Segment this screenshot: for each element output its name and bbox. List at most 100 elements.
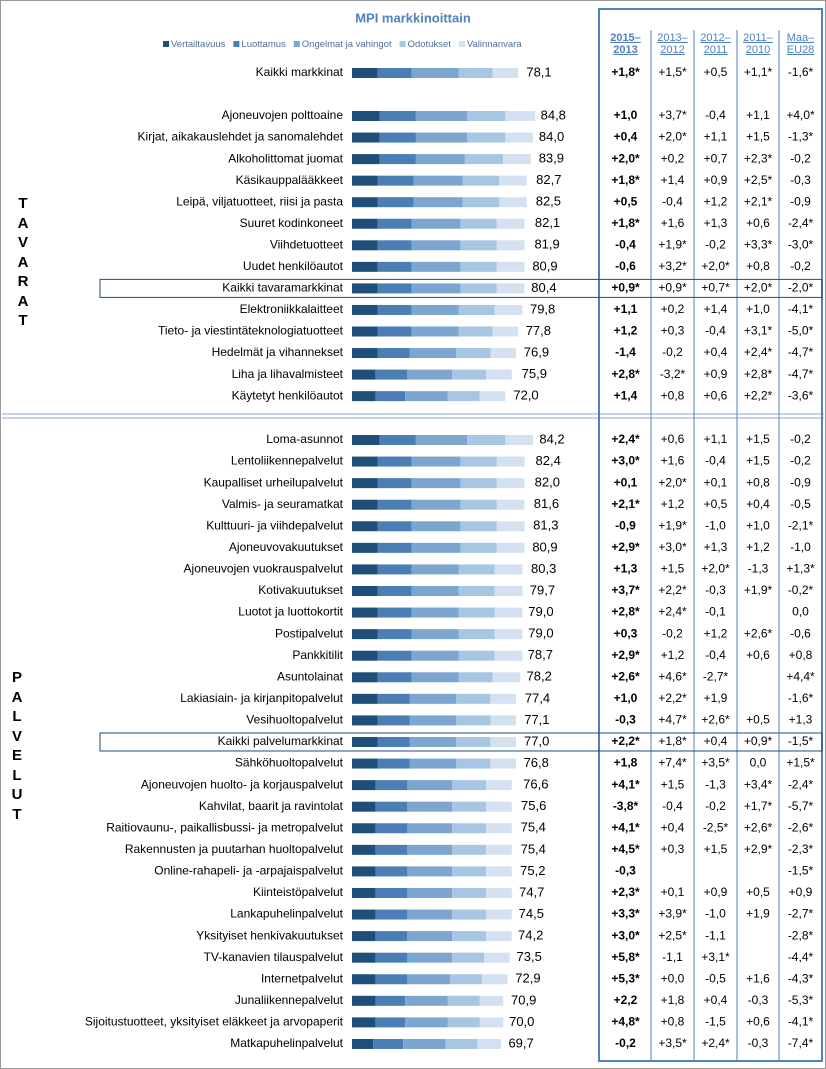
change-value: +2,0* [658,130,687,144]
change-value: -5,7* [788,799,814,813]
bar-segment [458,564,495,575]
change-value: +0,8 [789,648,813,662]
change-value: -2,7* [703,669,729,683]
bar-segment [486,801,512,812]
bar-segment [377,521,412,532]
change-value: -4,4* [788,950,814,964]
change-value: -0,3 [748,1036,769,1050]
change-value: -0,2* [788,583,814,597]
change-value: +1,5 [704,842,728,856]
bar-segment [452,801,487,812]
market-name: Suuret kodinkoneet [240,216,344,230]
bar-segment [377,499,412,510]
bar-segment [377,240,412,251]
change-value: +0,4 [746,497,770,511]
bar-segment [375,780,408,791]
mpi-value: 75,9 [522,366,547,381]
mpi-value: 82,1 [535,215,560,230]
bar-segment [377,218,412,229]
bar-segment [379,132,416,143]
change-value: +0,1 [704,475,728,489]
change-value: -2,4* [788,777,814,791]
change-value: +2,8* [744,367,773,381]
bar-segment [490,348,517,359]
bar-segment [352,844,376,855]
bar-segment [379,154,416,165]
change-value: +0,3 [661,324,685,338]
change-value: +2,2* [744,388,773,402]
change-value: +1,2 [661,497,685,511]
change-value: +0,9 [704,173,728,187]
bar-segment [494,564,523,575]
change-value: +2,1* [611,497,640,511]
market-name: Tieto- ja viestintäteknologiatuotteet [158,324,344,338]
mpi-value: 76,9 [524,344,549,359]
bar-segment [377,585,412,596]
bar-segment [458,672,493,683]
change-value: -3,6* [788,388,814,402]
market-name: Käsikauppalääkkeet [236,173,344,187]
change-value: +4,1* [611,820,640,834]
change-value: +1,9* [658,518,687,532]
change-value: -2,0* [788,281,814,295]
bar-segment [352,823,376,834]
change-value: +0,9 [704,885,728,899]
bar-segment [484,952,510,963]
market-name: Kaikki markkinat [256,65,344,79]
change-value: +1,8 [614,756,638,770]
market-name: Kaikki palvelumarkkinat [218,734,344,748]
change-value: +1,5 [661,777,685,791]
bar-segment [352,283,378,294]
change-value: -1,3 [748,562,769,576]
bar-segment [460,261,497,272]
bar-segment [407,909,453,920]
bar-segment [377,564,412,575]
change-value: -0,2 [705,799,726,813]
change-value: -0,5 [790,497,811,511]
bar-segment [490,758,517,769]
change-value: +5,3* [611,971,640,985]
bar-segment [375,995,406,1006]
change-value: +2,2* [658,583,687,597]
change-value: +0,4 [704,993,728,1007]
bar-segment [411,650,459,661]
change-value: +0,9 [704,367,728,381]
change-value: +1,4 [661,173,685,187]
change-value: +2,4* [611,432,640,446]
change-value: -4,7* [788,345,814,359]
bar-segment [411,304,459,315]
change-value: -1,5 [705,1015,726,1029]
change-value: +1,6 [661,454,685,468]
change-value: 0,0 [750,756,767,770]
mpi-value: 84,2 [539,431,564,446]
mpi-value: 74,7 [519,884,544,899]
section-label: PALVELUT [11,669,23,823]
mpi-value: 74,5 [519,906,544,921]
change-value: -4,7* [788,367,814,381]
market-name: Lankapuhelinpalvelut [230,907,343,921]
change-value: -0,4 [615,237,636,251]
change-value: +0,3 [614,626,638,640]
change-value: +1,7* [744,799,773,813]
bar-segment [407,780,453,791]
bar-segment [375,801,408,812]
mpi-value: 80,3 [531,561,556,576]
change-value: +1,5 [661,562,685,576]
mpi-value: 81,3 [533,518,558,533]
bar-segment [445,1038,478,1049]
change-value: -0,6 [615,259,636,273]
change-value: -2,4* [788,216,814,230]
bar-segment [377,261,412,272]
change-value: -0,4 [705,454,726,468]
change-value: +1,4 [614,388,638,402]
bar-segment [498,175,527,186]
column-header: 2012 [660,44,684,56]
market-name: Kiinteistöpalvelut [253,885,344,899]
bar-segment [447,391,480,402]
mpi-value: 76,6 [523,777,548,792]
bar-segment [456,693,491,704]
change-value: +0,4 [614,130,638,144]
change-value: -4,1* [788,1015,814,1029]
bar-segment [503,154,531,165]
mpi-value: 75,2 [520,863,545,878]
